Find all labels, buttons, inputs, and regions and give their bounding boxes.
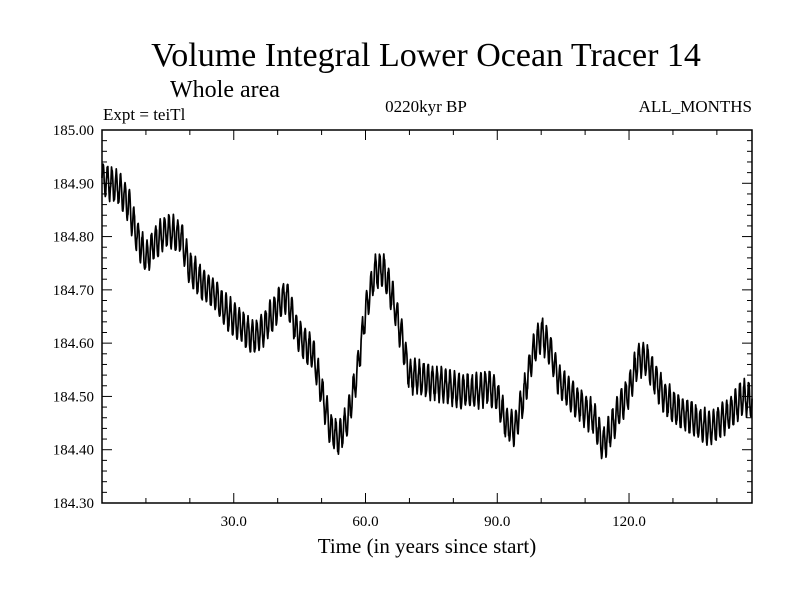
period-label: 0220kyr BP <box>385 97 467 116</box>
chart-subtitle: Whole area <box>170 77 280 103</box>
x-tick-label: 120.0 <box>612 514 646 530</box>
series-line <box>101 163 753 460</box>
y-tick-label: 185.00 <box>53 123 94 139</box>
x-tick-label: 60.0 <box>352 514 378 530</box>
y-tick-label: 184.40 <box>53 443 94 459</box>
y-tick-label: 184.80 <box>53 230 94 246</box>
y-tick-label: 184.50 <box>53 389 94 405</box>
y-tick-label: 184.30 <box>53 496 94 512</box>
x-axis-label: Time (in years since start) <box>318 534 537 558</box>
chart-title: Volume Integral Lower Ocean Tracer 14 <box>151 37 701 74</box>
x-tick-label: 90.0 <box>484 514 510 530</box>
months-label: ALL_MONTHS <box>639 97 752 116</box>
plot-frame <box>101 129 753 504</box>
y-tick-label: 184.90 <box>53 176 94 192</box>
y-tick-label: 184.70 <box>53 283 94 299</box>
x-tick-label: 30.0 <box>221 514 247 530</box>
y-tick-label: 184.60 <box>53 336 94 352</box>
y-axis: 184.30 184.40 184.50 184.60 184.70 184.80 184.… <box>53 123 752 512</box>
experiment-label: Expt = teiTl <box>103 105 186 124</box>
x-axis: 30.0 60.0 90.0 120.0 <box>145 130 718 530</box>
